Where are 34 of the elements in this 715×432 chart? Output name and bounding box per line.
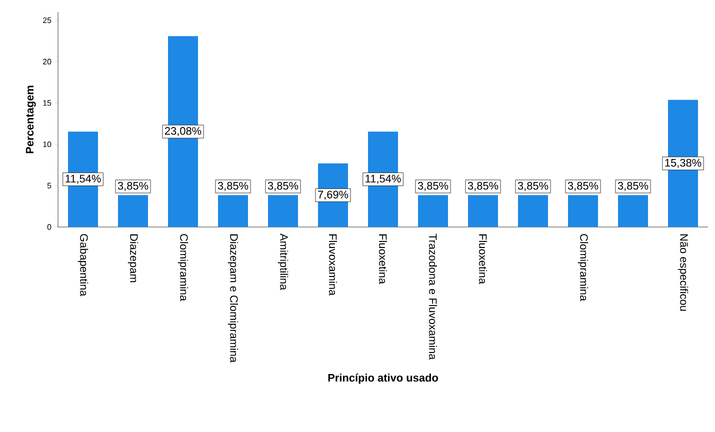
x-tick-label: Clomipramina: [178, 234, 188, 302]
x-tick-label: Fluoxetina: [378, 234, 388, 284]
x-tick-label: Trazodona e Fluvoxamina: [428, 234, 438, 360]
data-label: 3,85%: [618, 182, 648, 191]
data-label: 11,54%: [66, 174, 101, 184]
bar: [518, 195, 548, 227]
data-label: 3,85%: [118, 182, 148, 191]
data-label: 3,85%: [568, 182, 598, 191]
x-tick-label: Diazepam e Clomipramina: [228, 234, 238, 363]
x-tick-label: Fluoxetina: [478, 234, 488, 284]
data-label: 3,85%: [268, 182, 298, 191]
data-label: 3,85%: [418, 182, 448, 191]
data-label: 3,85%: [218, 182, 248, 191]
x-tick-label: Fluvoxamina: [328, 234, 338, 296]
data-label: 15,38%: [665, 158, 702, 168]
bar: [468, 195, 498, 227]
bar: [418, 195, 448, 227]
bar: [568, 195, 598, 227]
data-label: 23,08%: [164, 127, 202, 136]
bar: [268, 195, 298, 227]
bar: [218, 195, 248, 227]
bar: [618, 195, 648, 227]
data-label: 3,85%: [518, 182, 548, 191]
data-label: 7,69%: [318, 190, 348, 200]
x-tick-label: Não especificou: [678, 234, 688, 311]
x-tick-label: Amitriptilina: [278, 234, 288, 290]
x-tick-label: Gabapentina: [78, 234, 88, 296]
x-tick-label: Diazepam: [128, 234, 138, 282]
bar: [118, 195, 148, 227]
x-tick-label: Clomipramina: [578, 234, 588, 302]
x-axis-title: Princípio ativo usado: [328, 373, 438, 384]
y-axis-title: Percentagem: [26, 86, 36, 154]
data-label: 3,85%: [468, 182, 498, 191]
data-label: 11,54%: [366, 174, 401, 184]
